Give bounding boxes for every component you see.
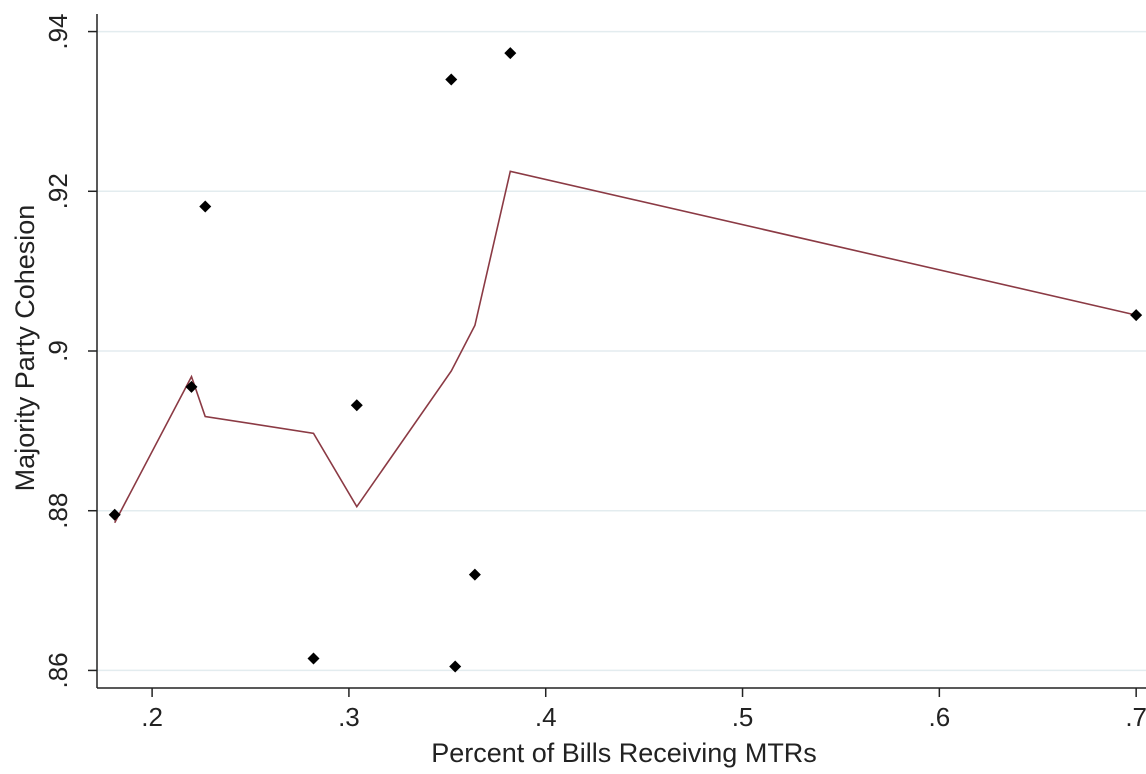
scatter-point: [445, 73, 458, 86]
x-tick-label: .6: [929, 702, 951, 732]
scatter-point: [1130, 309, 1143, 322]
scatter-point: [108, 508, 121, 521]
axis-layer: .86 .88 .9 .92 .94 .2 .3 .4 .5 .6 .7: [43, 13, 1146, 732]
x-tick-label: .3: [338, 702, 360, 732]
y-axis-title: Majority Party Cohesion: [10, 205, 40, 492]
x-tick-label: .5: [732, 702, 754, 732]
scatter-point: [185, 380, 198, 393]
x-tick-label: .4: [535, 702, 557, 732]
x-tick-label: .2: [141, 702, 163, 732]
scatter-point: [504, 47, 517, 60]
y-tick-label: .9: [43, 340, 73, 362]
point-layer: [108, 47, 1143, 673]
scatter-point: [449, 660, 462, 673]
y-tick-label: .86: [43, 652, 73, 688]
scatter-point: [350, 399, 363, 412]
x-tick-label: .7: [1125, 702, 1146, 732]
scatter-point: [307, 652, 320, 665]
x-axis-title: Percent of Bills Receiving MTRs: [431, 738, 817, 768]
grid-layer: [97, 30, 1146, 672]
scatter-point: [199, 200, 212, 213]
scatter-point: [468, 568, 481, 581]
y-tick-label: .88: [43, 493, 73, 529]
y-tick-label: .92: [43, 173, 73, 209]
y-tick-label: .94: [43, 13, 73, 49]
smoothed-line: [113, 170, 1137, 524]
line-layer: [113, 170, 1137, 524]
